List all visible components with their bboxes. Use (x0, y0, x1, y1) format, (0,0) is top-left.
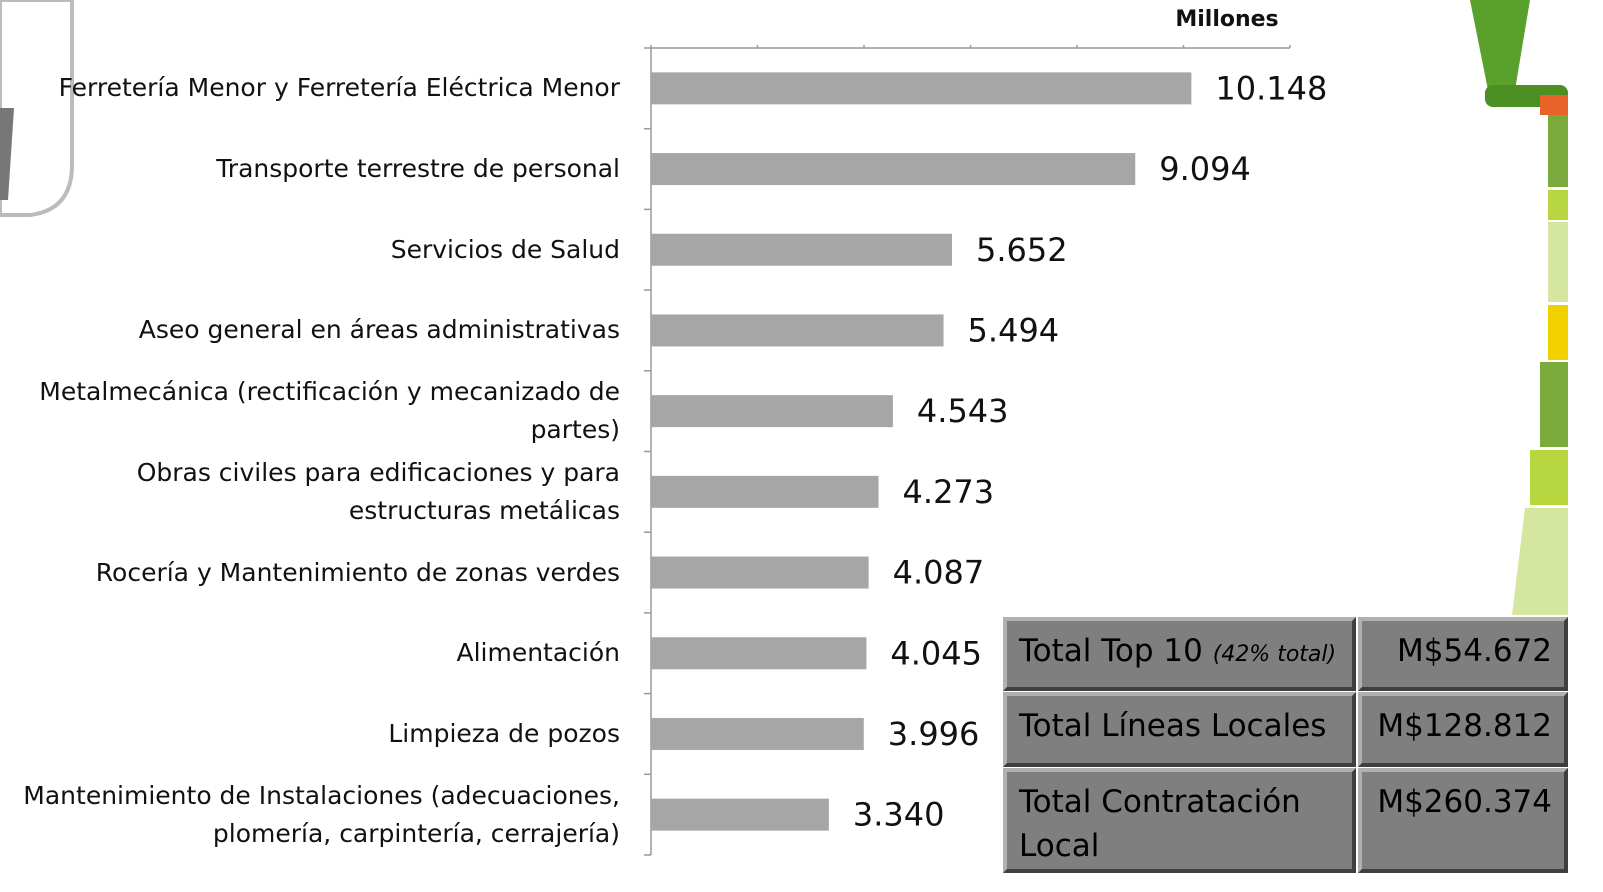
decoration (1530, 450, 1568, 505)
value-label: 5.652 (976, 231, 1068, 269)
category-label: Limpieza de pozos (388, 718, 620, 748)
table-value-cell: M$260.374 (1358, 768, 1568, 873)
bar (651, 556, 869, 589)
axis-title: Millones (1175, 7, 1278, 32)
value-label: 9.094 (1159, 150, 1251, 188)
value-label: 4.045 (890, 634, 982, 672)
bar (651, 395, 893, 428)
bar (651, 475, 879, 508)
row-value: M$128.812 (1377, 708, 1552, 744)
decoration (0, 108, 14, 200)
category-label: Mantenimiento de Instalaciones (adecuaci… (23, 780, 620, 848)
value-label: 10.148 (1215, 69, 1327, 107)
category-label: Alimentación (456, 638, 620, 668)
value-label: 3.996 (888, 715, 980, 753)
category-label: Metalmecánica (rectificación y mecanizad… (39, 377, 620, 445)
value-label: 4.543 (917, 392, 1009, 430)
decoration (1470, 0, 1530, 100)
category-label: Aseo general en áreas administrativas (138, 315, 620, 345)
category-label: Obras civiles para edificaciones y para … (136, 457, 620, 525)
decoration (1548, 305, 1568, 360)
value-label: 4.273 (903, 473, 995, 511)
category-label: Transporte terrestre de personal (216, 154, 620, 184)
bar (651, 72, 1192, 105)
table-label-cell: Total Contratación Local (1003, 768, 1356, 873)
category-label: Servicios de Salud (390, 234, 620, 264)
category-label: Rocería y Mantenimiento de zonas verdes (95, 557, 620, 587)
decoration (1540, 95, 1568, 115)
bar (651, 637, 867, 670)
decoration (1540, 362, 1568, 447)
value-label: 4.087 (893, 554, 985, 592)
category-label: Ferretería Menor y Ferretería Eléctrica … (58, 73, 620, 103)
decoration (1548, 222, 1568, 302)
bar (651, 153, 1136, 186)
bar (651, 314, 944, 347)
row-value: M$54.672 (1397, 633, 1552, 669)
bar (651, 233, 952, 266)
decoration (1512, 508, 1568, 615)
table-value-cell: M$54.672 (1358, 617, 1568, 691)
decoration (1548, 190, 1568, 220)
bar (651, 717, 864, 750)
value-label: 3.340 (853, 796, 945, 834)
table-label-cell: Total Líneas Locales (1003, 692, 1356, 767)
row-label: Total Top 10 (1019, 633, 1203, 669)
table-value-cell: M$128.812 (1358, 692, 1568, 767)
table-label-cell: Total Top 10 (42% total) (1003, 617, 1356, 691)
row-value: M$260.374 (1377, 784, 1552, 820)
value-label: 5.494 (968, 311, 1060, 349)
bar (651, 798, 829, 831)
decoration (1548, 115, 1568, 187)
row-label: Total Líneas Locales (1019, 708, 1327, 744)
decoration (0, 0, 74, 217)
row-note: (42% total) (1212, 642, 1337, 667)
row-label: Total Contratación Local (1019, 784, 1301, 864)
